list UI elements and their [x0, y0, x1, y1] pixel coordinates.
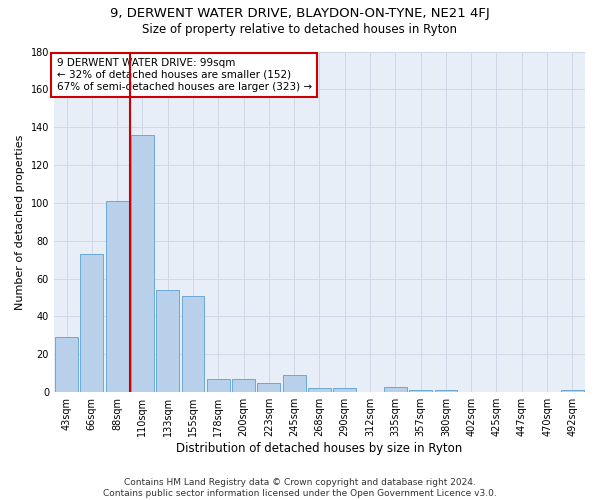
- Bar: [182, 296, 205, 392]
- Text: 9 DERWENT WATER DRIVE: 99sqm
← 32% of detached houses are smaller (152)
67% of s: 9 DERWENT WATER DRIVE: 99sqm ← 32% of de…: [56, 58, 311, 92]
- Bar: [232, 379, 255, 392]
- Bar: [561, 390, 584, 392]
- Text: 9, DERWENT WATER DRIVE, BLAYDON-ON-TYNE, NE21 4FJ: 9, DERWENT WATER DRIVE, BLAYDON-ON-TYNE,…: [110, 8, 490, 20]
- Bar: [283, 375, 305, 392]
- Bar: [334, 388, 356, 392]
- Bar: [308, 388, 331, 392]
- Bar: [207, 379, 230, 392]
- Bar: [434, 390, 457, 392]
- Text: Size of property relative to detached houses in Ryton: Size of property relative to detached ho…: [143, 22, 458, 36]
- Text: Contains HM Land Registry data © Crown copyright and database right 2024.
Contai: Contains HM Land Registry data © Crown c…: [103, 478, 497, 498]
- Bar: [157, 290, 179, 392]
- Bar: [257, 382, 280, 392]
- Bar: [80, 254, 103, 392]
- Bar: [106, 201, 128, 392]
- Bar: [409, 390, 432, 392]
- Bar: [55, 338, 78, 392]
- X-axis label: Distribution of detached houses by size in Ryton: Distribution of detached houses by size …: [176, 442, 463, 455]
- Bar: [131, 135, 154, 392]
- Bar: [384, 386, 407, 392]
- Y-axis label: Number of detached properties: Number of detached properties: [15, 134, 25, 310]
